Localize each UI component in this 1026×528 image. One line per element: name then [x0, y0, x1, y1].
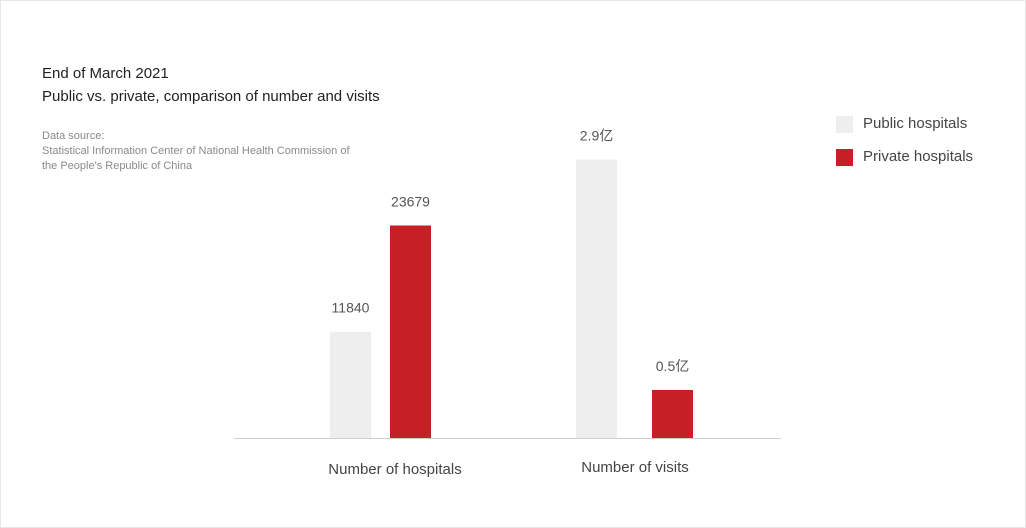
bar-public-visits: [576, 159, 617, 438]
data-source-line-2: the People's Republic of China: [42, 160, 193, 172]
legend-label-private: Private hospitals: [863, 148, 974, 165]
data-source-line-1: Statistical Information Center of Nation…: [42, 145, 350, 157]
legend-swatch-public: [836, 116, 853, 133]
legend-label-public: Public hospitals: [863, 115, 968, 132]
data-label-public-visits: 2.9亿: [580, 128, 613, 144]
category-label-visits: Number of visits: [581, 459, 689, 476]
legend-swatch-private: [836, 149, 853, 166]
data-label-private-visits: 0.5亿: [656, 358, 689, 374]
chart-subtitle: Public vs. private, comparison of number…: [42, 88, 380, 105]
bar-private-hospitals: [390, 225, 431, 438]
chart-title: End of March 2021: [42, 65, 169, 82]
data-label-private-hospitals: 23679: [391, 194, 430, 210]
bar-private-visits: [652, 389, 693, 438]
bar-public-hospitals: [330, 331, 371, 438]
data-source-note: Data source: Statistical Information Cen…: [42, 129, 382, 174]
data-source-label: Data source:: [42, 130, 105, 142]
category-label-hospitals: Number of hospitals: [328, 461, 461, 478]
data-label-public-hospitals: 11840: [332, 300, 370, 316]
